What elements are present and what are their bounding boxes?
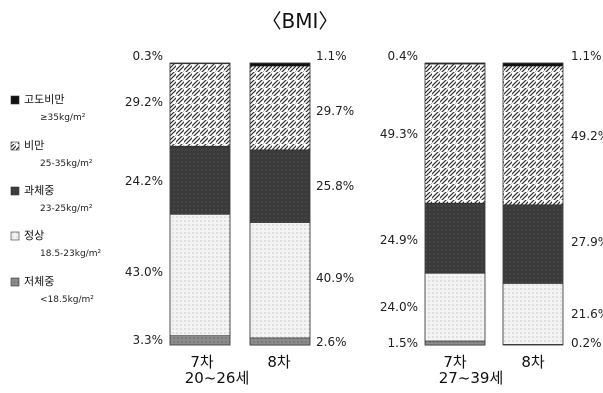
- value-label-group-0-1-obese: 29.7%: [316, 104, 354, 118]
- bar-segment-group-1-1-normal: [502, 283, 564, 345]
- value-label-group-1-1-obese: 49.2%: [571, 129, 603, 143]
- bar-segment-group-0-1-severe_obese: [249, 62, 311, 67]
- category-label-0-1: 8차: [267, 353, 291, 371]
- bar-segment-group-0-0-overweight: [169, 145, 231, 215]
- value-label-group-0-0-severe_obese: 0.3%: [133, 49, 164, 63]
- bar-segment-group-1-0-overweight: [424, 202, 486, 274]
- bar-segment-group-0-1-normal: [249, 222, 311, 339]
- legend-marker-underweight: [10, 277, 20, 287]
- legend-label-obese: 비만: [24, 139, 44, 152]
- legend-label-overweight: 과체중: [24, 184, 54, 197]
- value-label-group-1-0-obese: 49.3%: [380, 127, 418, 141]
- legend-label-normal: 정상: [24, 229, 44, 242]
- bar-segment-group-1-0-obese: [424, 63, 486, 204]
- value-label-group-0-1-severe_obese: 1.1%: [316, 49, 347, 63]
- bar-segment-group-0-1-underweight: [249, 337, 311, 346]
- value-label-group-0-0-obese: 29.2%: [125, 95, 163, 109]
- x-group-label-1: 27~39세: [439, 369, 504, 387]
- bar-outline-group-1-1: [502, 62, 564, 346]
- value-label-group-0-0-overweight: 24.2%: [125, 174, 163, 188]
- value-label-group-1-1-normal: 21.6%: [571, 307, 603, 321]
- bar-segment-group-1-1-severe_obese: [502, 62, 564, 67]
- bar-outline-group-1-0: [424, 62, 486, 346]
- legend-sub-overweight: 23-25kg/m²: [40, 204, 93, 214]
- category-label-1-1: 8차: [521, 353, 545, 371]
- chart-title: 〈BMI〉: [262, 9, 339, 33]
- value-label-group-1-1-underweight: 0.2%: [571, 336, 602, 350]
- legend-marker-obese: [10, 141, 20, 151]
- legend-label-underweight: 저체중: [24, 275, 54, 288]
- bars-layer: [169, 62, 564, 346]
- value-label-group-1-0-severe_obese: 0.4%: [388, 49, 419, 63]
- labels-layer: 20~26세7차0.3%29.2%24.2%43.0%3.3%8차1.1%29.…: [125, 49, 603, 387]
- bar-segment-group-0-1-obese: [249, 65, 311, 151]
- value-label-group-0-1-underweight: 2.6%: [316, 335, 347, 349]
- legend-sub-obese: 25-35kg/m²: [40, 159, 93, 169]
- bar-segment-group-1-0-normal: [424, 273, 486, 342]
- bar-segment-group-1-1-obese: [502, 65, 564, 206]
- value-label-group-0-1-overweight: 25.8%: [316, 179, 354, 193]
- bar-segment-group-0-0-underweight: [169, 335, 231, 346]
- value-label-group-1-0-normal: 24.0%: [380, 300, 418, 314]
- bar-outline-group-0-1: [249, 62, 311, 346]
- value-label-group-0-0-normal: 43.0%: [125, 265, 163, 279]
- value-label-group-1-1-severe_obese: 1.1%: [571, 49, 602, 63]
- category-label-0-0: 7차: [190, 353, 214, 371]
- value-label-group-0-1-normal: 40.9%: [316, 271, 354, 285]
- value-label-group-1-0-overweight: 24.9%: [380, 233, 418, 247]
- bar-segment-group-0-0-obese: [169, 63, 231, 147]
- legend-sub-normal: 18.5-23kg/m²: [40, 249, 101, 259]
- bar-segment-group-1-1-overweight: [502, 204, 564, 284]
- legend-label-severe_obese: 고도비만: [24, 93, 64, 106]
- x-group-label-0: 20~26세: [185, 369, 250, 387]
- value-label-group-0-0-underweight: 3.3%: [133, 333, 164, 347]
- legend-marker-normal: [10, 231, 20, 241]
- value-label-group-1-0-underweight: 1.5%: [388, 336, 419, 350]
- legend-marker-overweight: [10, 186, 20, 196]
- bar-outline-group-0-0: [169, 62, 231, 346]
- bar-segment-group-0-1-overweight: [249, 149, 311, 223]
- legend-marker-severe_obese: [10, 95, 20, 105]
- category-label-1-0: 7차: [443, 353, 467, 371]
- legend-sub-severe_obese: ≥35kg/m²: [40, 113, 86, 123]
- legend-sub-underweight: <18.5kg/m²: [40, 295, 94, 305]
- legend: 고도비만 ≥35kg/m² 비만 25-35kg/m² 과체중 23-25kg/m² 정상 1…: [10, 93, 101, 305]
- value-label-group-1-1-overweight: 27.9%: [571, 235, 603, 249]
- bar-segment-group-0-0-normal: [169, 214, 231, 336]
